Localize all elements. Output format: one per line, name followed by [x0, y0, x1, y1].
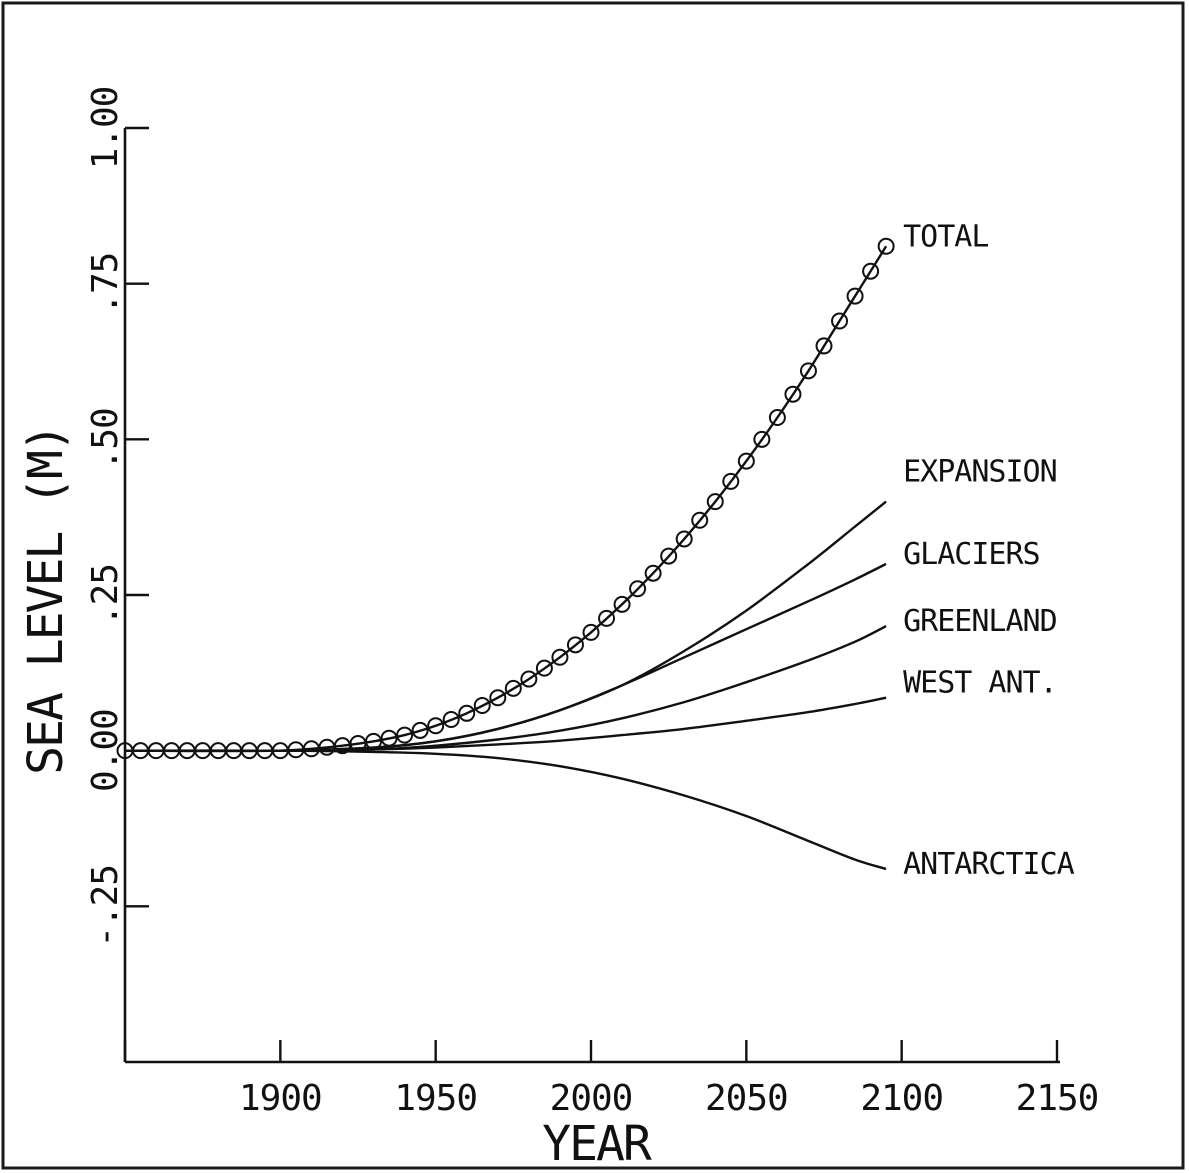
x-tick-label: 1900 — [239, 1078, 322, 1119]
series-marker-total — [784, 385, 802, 403]
x-tick-label: 2100 — [860, 1078, 943, 1119]
series-line-west-ant — [124, 696, 887, 752]
series-marker-total — [613, 595, 631, 613]
series-marker-total — [489, 689, 507, 707]
series-label-total: TOTAL — [903, 219, 988, 254]
y-tick-labels: -.25 0.00 .25 .50 .75 1.00 — [85, 87, 126, 948]
series-marker-total — [598, 609, 616, 627]
series-marker-total — [753, 430, 771, 448]
series-marker-total — [862, 262, 880, 280]
series-marker-total — [660, 547, 678, 565]
series-label-west-ant: WEST ANT. — [903, 666, 1057, 701]
series-marker-total — [846, 287, 864, 305]
y-tick-label: 0.00 — [85, 709, 126, 792]
series-marker-total — [427, 717, 445, 735]
series-marker-total — [411, 721, 429, 739]
series-line-expansion — [124, 500, 887, 753]
series-marker-total — [737, 452, 755, 470]
series-marker-total — [396, 726, 414, 744]
series-marker-total — [566, 636, 584, 654]
y-tick-label: 1.00 — [85, 87, 126, 170]
series-marker-total — [691, 511, 709, 529]
series-marker-total — [877, 237, 895, 255]
series-marker-total — [815, 337, 833, 355]
y-ticks — [125, 126, 149, 908]
series-marker-total — [551, 648, 569, 666]
x-tick-label: 1950 — [394, 1078, 477, 1119]
series-label-expansion: EXPANSION — [903, 455, 1057, 490]
x-tick-label: 2150 — [1016, 1078, 1099, 1119]
series-line-antarctica — [124, 749, 887, 871]
series-marker-total — [520, 670, 538, 688]
y-axis-title: SEA LEVEL (M) — [18, 425, 74, 775]
series-marker-total — [442, 711, 460, 729]
series-lines — [124, 245, 888, 871]
series-marker-total — [644, 564, 662, 582]
series-label-greenland: GREENLAND — [903, 604, 1057, 639]
series-marker-total — [365, 732, 383, 750]
x-tick-label: 2050 — [705, 1078, 788, 1119]
series-marker-total — [582, 623, 600, 641]
series-marker-total — [722, 472, 740, 490]
x-axis-title: YEAR — [542, 1116, 652, 1172]
series-labels: TOTAL EXPANSION GLACIERS GREENLAND WEST ANT.… — [903, 219, 1076, 882]
series-marker-total — [380, 729, 398, 747]
y-tick-label: .50 — [85, 408, 126, 470]
axes — [123, 128, 1060, 1064]
series-marker-total — [706, 493, 724, 511]
series-line-total — [125, 245, 888, 753]
series-label-antarctica: ANTARCTICA — [903, 847, 1075, 882]
series-label-glaciers: GLACIERS — [903, 537, 1039, 572]
y-tick-label: .25 — [85, 564, 126, 626]
series-marker-total — [675, 530, 693, 548]
series-marker-total — [768, 409, 786, 427]
series-markers — [116, 237, 895, 760]
series-marker-total — [535, 659, 553, 677]
x-tick-label: 2000 — [550, 1078, 633, 1119]
series-marker-total — [458, 704, 476, 722]
y-tick-label: -.25 — [85, 865, 126, 948]
series-marker-total — [799, 362, 817, 380]
series-marker-total — [473, 697, 491, 715]
x-tick-labels: 1900 1950 2000 2050 2100 2150 — [239, 1078, 1099, 1119]
series-marker-total — [629, 580, 647, 598]
x-ticks — [123, 1040, 1059, 1062]
series-marker-total — [504, 679, 522, 697]
series-marker-total — [831, 312, 849, 330]
y-tick-label: .75 — [85, 253, 126, 315]
